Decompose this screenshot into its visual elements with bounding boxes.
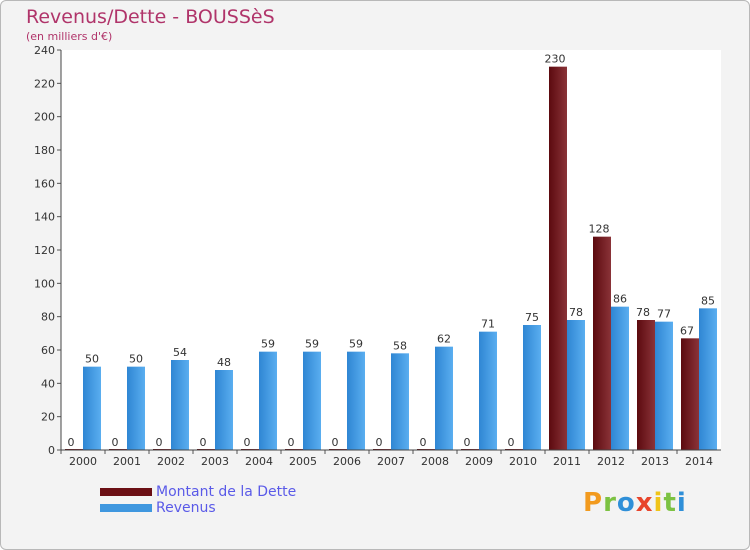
x-tick-label: 2003 (201, 455, 229, 468)
value-label-revenus: 86 (613, 293, 627, 306)
y-tick-label: 180 (34, 144, 55, 157)
value-label-revenus: 50 (129, 353, 143, 366)
bar-revenus (523, 325, 541, 450)
value-label-dette: 0 (156, 436, 163, 449)
x-tick-label: 2011 (553, 455, 581, 468)
y-tick-label: 140 (34, 211, 55, 224)
x-tick-label: 2001 (113, 455, 141, 468)
value-label-dette: 78 (636, 306, 650, 319)
x-tick-label: 2000 (69, 455, 97, 468)
value-label-revenus: 85 (701, 294, 715, 307)
y-tick-label: 60 (41, 344, 55, 357)
value-label-revenus: 59 (349, 338, 363, 351)
value-label-dette: 0 (420, 436, 427, 449)
y-tick-label: 0 (48, 444, 55, 457)
y-tick-label: 80 (41, 311, 55, 324)
y-tick-label: 100 (34, 277, 55, 290)
x-tick-label: 2013 (641, 455, 669, 468)
value-label-dette: 0 (200, 436, 207, 449)
bar-dette (593, 236, 611, 450)
value-label-revenus: 71 (481, 318, 495, 331)
logo-letter: o (616, 488, 636, 518)
bar-revenus (699, 308, 717, 450)
bar-revenus (435, 346, 453, 450)
y-tick-label: 120 (34, 244, 55, 257)
value-label-revenus: 78 (569, 306, 583, 319)
y-tick-label: 160 (34, 177, 55, 190)
chart-subtitle: (en milliers d'€) (26, 30, 113, 43)
value-label-dette: 0 (288, 436, 295, 449)
y-tick-label: 220 (34, 77, 55, 90)
value-label-dette: 128 (589, 223, 610, 236)
logo-letter: t (663, 488, 677, 518)
bar-revenus (127, 366, 145, 450)
bar-revenus (347, 351, 365, 450)
bar-revenus (611, 306, 629, 450)
value-label-dette: 0 (464, 436, 471, 449)
x-tick-label: 2010 (509, 455, 537, 468)
value-label-revenus: 58 (393, 339, 407, 352)
proxiti-logo: Proxiti (583, 488, 687, 518)
x-tick-label: 2006 (333, 455, 361, 468)
value-label-revenus: 59 (261, 338, 275, 351)
x-tick-label: 2004 (245, 455, 273, 468)
value-label-dette: 0 (112, 436, 119, 449)
logo-letter: i (676, 488, 687, 518)
y-tick-label: 240 (34, 44, 55, 57)
bar-revenus (171, 360, 189, 450)
bar-revenus (567, 320, 585, 450)
legend-label-revenus: Revenus (156, 500, 216, 516)
bar-revenus (259, 351, 277, 450)
bar-dette (681, 338, 699, 450)
x-tick-label: 2007 (377, 455, 405, 468)
value-label-dette: 0 (376, 436, 383, 449)
bar-dette (549, 66, 567, 451)
value-label-dette: 0 (508, 436, 515, 449)
value-label-revenus: 48 (217, 356, 231, 369)
x-tick-label: 2008 (421, 455, 449, 468)
x-tick-label: 2014 (685, 455, 713, 468)
value-label-dette: 67 (680, 324, 694, 337)
legend-swatch-dette (100, 488, 152, 496)
bar-revenus (391, 353, 409, 450)
bar-dette (637, 320, 655, 450)
legend-label-dette: Montant de la Dette (156, 484, 297, 500)
value-label-revenus: 62 (437, 333, 451, 346)
x-tick-label: 2005 (289, 455, 317, 468)
chart-title: Revenus/Dette - BOUSSèS (26, 6, 275, 28)
bar-revenus (303, 351, 321, 450)
value-label-dette: 0 (244, 436, 251, 449)
legend-swatch-revenus (100, 504, 152, 512)
value-label-dette: 0 (332, 436, 339, 449)
x-tick-label: 2009 (465, 455, 493, 468)
x-tick-label: 2002 (157, 455, 185, 468)
bar-revenus (215, 370, 233, 450)
y-tick-label: 20 (41, 411, 55, 424)
bar-revenus (479, 331, 497, 450)
y-tick-label: 40 (41, 377, 55, 390)
logo-letter: r (603, 488, 617, 518)
value-label-dette: 0 (68, 436, 75, 449)
value-label-revenus: 50 (85, 353, 99, 366)
bar-revenus (83, 366, 101, 450)
value-label-revenus: 75 (525, 311, 539, 324)
bar-revenus (655, 321, 673, 450)
x-tick-label: 2012 (597, 455, 625, 468)
y-tick-label: 200 (34, 111, 55, 124)
value-label-revenus: 54 (173, 346, 187, 359)
logo-letter: x (635, 488, 654, 518)
value-label-revenus: 77 (657, 308, 671, 321)
value-label-revenus: 59 (305, 338, 319, 351)
value-label-dette: 230 (545, 53, 566, 66)
logo-letter: P (583, 488, 604, 518)
logo-letter: i (653, 488, 664, 518)
